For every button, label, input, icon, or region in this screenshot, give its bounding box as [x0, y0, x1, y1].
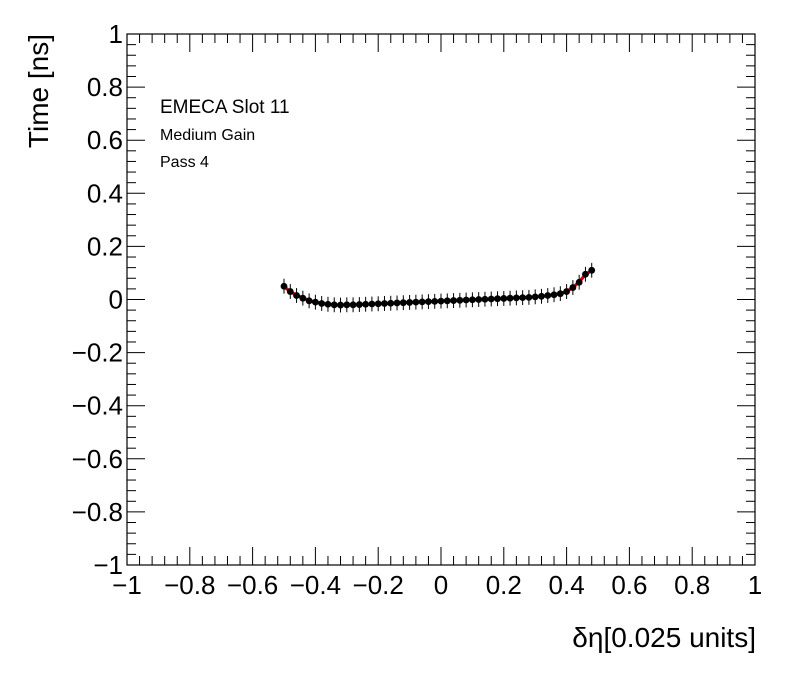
data-point — [293, 292, 300, 299]
data-point — [362, 300, 370, 308]
data-point — [456, 296, 464, 304]
data-point — [582, 270, 589, 278]
data-point — [425, 298, 432, 306]
data-point — [575, 278, 583, 286]
y-tick-label: 1 — [109, 19, 123, 49]
data-point — [312, 298, 319, 306]
data-point — [569, 284, 577, 291]
x-tick-label: 0 — [434, 570, 448, 600]
x-tick-label: 0.8 — [674, 570, 710, 600]
data-point — [462, 296, 470, 304]
data-point — [305, 297, 313, 305]
data-point — [431, 297, 439, 305]
data-point — [286, 288, 294, 295]
data-point — [337, 301, 344, 309]
y-tick-label: −1 — [93, 550, 123, 580]
data-point — [318, 300, 326, 307]
data-point — [494, 295, 501, 303]
x-tick-label: 0.6 — [611, 570, 647, 600]
data-point — [406, 299, 413, 306]
data-point — [550, 291, 558, 299]
data-points — [280, 266, 596, 309]
data-point — [487, 295, 495, 303]
y-tick-label: −0.6 — [72, 444, 123, 474]
y-tick-labels: −1 −0.8 −0.6 −0.4 −0.2 0 0.2 0.4 0.6 0.8 1 — [72, 19, 123, 580]
data-point — [588, 266, 596, 274]
y-tick-label: −0.4 — [72, 391, 123, 421]
data-point — [450, 297, 457, 304]
data-point — [393, 299, 401, 307]
data-point — [343, 301, 351, 309]
major-ticks — [126, 33, 756, 566]
data-point — [299, 294, 307, 302]
data-point — [280, 282, 288, 290]
data-point — [563, 288, 570, 295]
x-tick-label: −0.2 — [353, 570, 404, 600]
data-point — [355, 301, 363, 308]
x-tick-label: 0.4 — [549, 570, 585, 600]
data-point — [481, 295, 489, 303]
x-tick-label: 0.2 — [486, 570, 522, 600]
data-point — [412, 298, 420, 306]
data-point — [519, 294, 527, 302]
x-tick-labels: −1 −0.8 −0.6 −0.4 −0.2 0 0.2 0.4 0.6 0.8 1 — [112, 570, 762, 600]
x-tick-label: −0.4 — [290, 570, 341, 600]
data-point — [368, 300, 376, 308]
data-point — [525, 293, 533, 301]
minor-ticks — [127, 34, 755, 565]
annotation-gain: Medium Gain — [160, 127, 255, 144]
x-tick-label: −0.6 — [227, 570, 278, 600]
y-tick-label: −0.2 — [72, 338, 123, 368]
y-tick-label: 0.4 — [87, 178, 123, 208]
y-tick-label: 0.2 — [87, 231, 123, 261]
data-point — [399, 299, 407, 307]
data-point — [556, 290, 564, 298]
x-tick-label: −0.8 — [164, 570, 215, 600]
data-point — [443, 297, 451, 305]
data-point — [531, 293, 539, 301]
data-point — [538, 292, 545, 300]
x-tick-label: −1 — [112, 570, 142, 600]
annotation-slot: EMECA Slot 11 — [160, 97, 290, 118]
data-point — [330, 301, 338, 309]
data-point — [506, 294, 514, 302]
y-axis-title: Time [ns] — [23, 34, 54, 148]
data-point — [349, 301, 357, 309]
data-point — [437, 297, 445, 305]
x-axis-title: δη[0.025 units] — [572, 622, 756, 653]
data-point — [324, 300, 332, 308]
data-point — [469, 296, 476, 304]
data-point — [475, 296, 483, 303]
x-tick-label: 1 — [748, 570, 762, 600]
data-point — [500, 295, 508, 302]
data-point — [512, 294, 520, 302]
y-tick-label: 0.8 — [87, 72, 123, 102]
annotation-pass: Pass 4 — [160, 154, 209, 171]
data-point — [544, 292, 552, 299]
y-tick-label: 0 — [109, 285, 123, 315]
y-tick-label: −0.8 — [72, 497, 123, 527]
y-tick-label: 0.6 — [87, 125, 123, 155]
data-point — [387, 299, 395, 307]
data-point — [381, 300, 388, 307]
data-point — [374, 300, 382, 308]
data-point — [418, 298, 426, 306]
